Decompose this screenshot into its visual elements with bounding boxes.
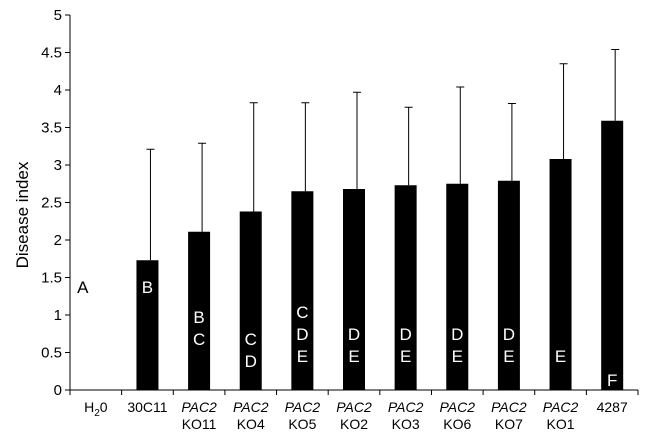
x-category-label-part: H [84,399,94,415]
group-letter: A [77,278,89,297]
group-letter: E [400,347,411,366]
bar [446,183,469,390]
y-tick-label: 2 [54,232,62,249]
y-axis-title: Disease index [13,161,32,268]
group-letter: D [296,325,308,344]
x-category-label: PAC2 [543,399,579,415]
bars [136,120,624,390]
bar [497,180,520,390]
bar [343,189,365,390]
group-letter: E [555,347,566,366]
y-tick-label: 3 [54,157,62,174]
x-category-label-part: PAC2 [233,399,269,415]
group-letter: E [503,347,514,366]
y-tick-label: 1.5 [41,270,62,287]
x-category-label-part: PAC2 [388,399,424,415]
y-tick-label: 2.5 [41,195,62,212]
bar [239,211,262,390]
x-category-label-part: 30C11 [127,399,167,415]
x-category-label-part: PAC2 [543,399,579,415]
group-letter: B [142,278,153,297]
bar [601,120,624,390]
y-tick-label: 0.5 [41,345,62,362]
group-letter: D [245,352,257,371]
x-category-label: 30C11 [127,399,167,415]
group-letter: C [296,303,308,322]
bar [188,231,211,390]
x-category-label: PAC2 [285,399,321,415]
group-letter: B [193,308,204,327]
x-category-label: PAC2 [388,399,424,415]
x-category-label-part: 4287 [597,399,628,415]
x-category-label-part: PAC2 [285,399,321,415]
group-letter: F [607,371,617,390]
x-category-label-part: PAC2 [181,399,217,415]
axes [69,15,639,395]
y-axis-ticks: 0 0.5 1 1.5 2 2.5 3 3.5 4 4.5 5 [41,7,70,399]
x-category-label: PAC2 [491,399,527,415]
y-tick-label: 1 [54,307,62,324]
x-category-label-line2: KO6 [443,416,471,432]
x-category-label-line2: KO3 [392,416,420,432]
x-category-label-line2: KO1 [547,416,575,432]
bar [291,191,314,390]
x-category-label-line2: KO4 [237,416,265,432]
group-letter: D [503,325,515,344]
x-category-label-line2: KO11 [182,416,217,432]
group-letter: C [193,330,205,349]
x-category-label-line2: KO2 [340,416,368,432]
x-category-label-part: PAC2 [336,399,372,415]
bar [394,185,417,390]
error-bars [146,49,620,261]
group-letter: E [452,347,463,366]
x-category-label: PAC2 [336,399,372,415]
x-category-label-subscript: 2 [94,408,100,419]
x-category-label-part: PAC2 [491,399,527,415]
x-category-label: H20 [84,399,108,419]
group-letter: D [348,325,360,344]
y-tick-label: 4.5 [41,45,62,62]
x-category-label: PAC2 [439,399,475,415]
x-axis-labels: H20 30C11 PAC2KO11PAC2KO4PAC2KO5PAC2KO2PAC… [84,399,628,432]
y-tick-label: 3.5 [41,120,62,137]
group-letter: E [348,347,359,366]
x-category-label-part: 0 [100,399,108,415]
x-category-label-line2: KO7 [495,416,523,432]
x-category-label: PAC2 [181,399,217,415]
bar [549,159,572,390]
x-category-label: PAC2 [233,399,269,415]
y-tick-label: 4 [54,82,62,99]
bar [136,260,159,390]
group-letter: D [399,325,411,344]
x-category-label-line2: KO5 [288,416,316,432]
group-letter: D [451,325,463,344]
x-category-label-part: PAC2 [439,399,475,415]
x-category-label: 4287 [597,399,628,415]
group-letter: E [297,347,308,366]
y-tick-label: 0 [54,382,62,399]
group-letter: C [245,330,257,349]
y-tick-label: 5 [54,7,62,24]
